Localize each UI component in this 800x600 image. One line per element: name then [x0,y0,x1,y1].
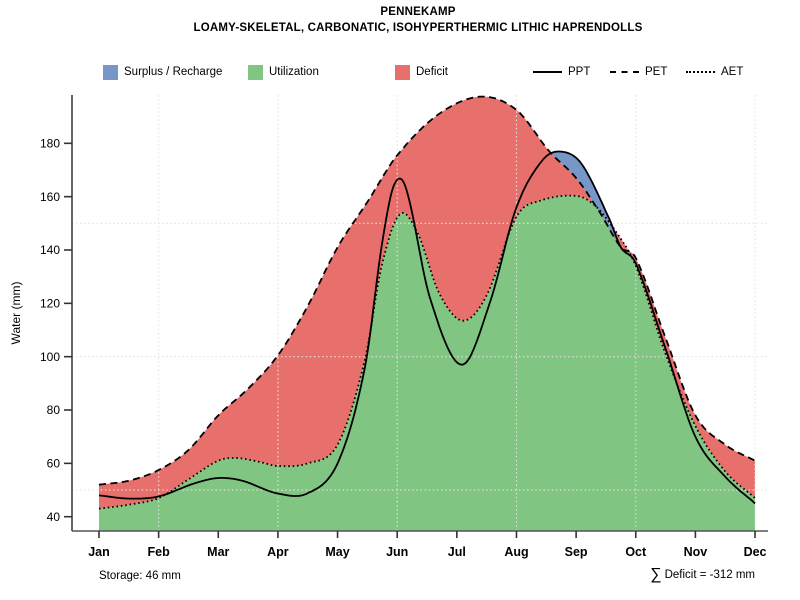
y-axis-label: Water (mm) [9,282,23,345]
svg-text:Nov: Nov [684,545,708,559]
legend-item-surplus: Surplus / Recharge [103,63,222,81]
storage-annotation: Storage: 46 mm [99,570,181,582]
gridlines [72,95,768,531]
solid-line-icon [533,71,562,73]
dashed-line-icon [610,71,639,73]
legend-label: Utilization [269,66,319,78]
svg-text:Oct: Oct [625,545,647,559]
legend-label: PET [645,66,668,78]
legend-item-utilization: Utilization [248,63,319,81]
axes [64,95,768,538]
svg-text:100: 100 [40,350,60,364]
deficit-swatch-icon [395,64,410,80]
sigma-icon: ∑ [650,566,662,583]
svg-text:80: 80 [47,403,61,417]
svg-text:120: 120 [40,297,60,311]
y-tick-labels: 40 60 80 100 120 140 160 180 [40,137,60,524]
svg-text:Mar: Mar [207,545,229,559]
svg-text:Feb: Feb [148,545,171,559]
pet-curve [98,95,756,486]
svg-text:Jan: Jan [88,545,110,559]
surplus-swatch-icon [103,64,118,80]
dotted-line-icon [686,71,715,73]
curves [98,95,756,510]
month-labels: Jan Feb Mar Apr May Jun Jul Aug Sep Oct Nov Dec [88,545,766,559]
sum-deficit-annotation: ∑ Deficit = -312 mm [650,567,755,583]
svg-text:160: 160 [40,190,60,204]
legend-label: PPT [568,66,591,78]
legend-item-ppt: PPT [533,63,590,81]
svg-text:60: 60 [47,457,61,471]
legend-item-deficit: Deficit [395,63,448,81]
legend-label: Surplus / Recharge [124,66,223,78]
deficit-area [99,96,755,509]
svg-text:Jul: Jul [448,545,466,559]
svg-text:180: 180 [40,137,60,151]
legend-label: AET [721,66,744,78]
svg-text:140: 140 [40,243,60,257]
svg-text:Jun: Jun [386,545,408,559]
svg-text:Aug: Aug [504,545,528,559]
svg-text:Dec: Dec [744,545,767,559]
utilization-area [99,195,756,531]
svg-text:Sep: Sep [565,545,588,559]
chart-title: PENNEKAMP [380,6,456,18]
svg-text:May: May [325,545,349,559]
svg-text:40: 40 [47,510,61,524]
svg-text:Apr: Apr [267,545,289,559]
ppt-curve [98,150,756,505]
legend-item-aet: AET [686,63,743,81]
sum-deficit-text: Deficit = -312 mm [664,569,755,581]
aet-curve [98,194,756,510]
legend-label: Deficit [416,66,448,78]
utilization-swatch-icon [248,64,263,80]
chart-subtitle: LOAMY-SKELETAL, CARBONATIC, ISOHYPERTHER… [193,22,643,34]
legend-item-pet: PET [610,63,667,81]
